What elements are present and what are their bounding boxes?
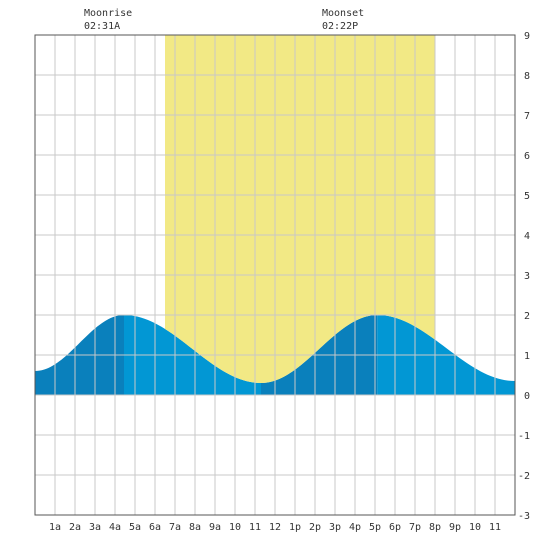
- moonrise-time: 02:31A: [84, 21, 120, 32]
- y-tick-label: 7: [524, 111, 530, 122]
- x-tick-label: 3a: [89, 522, 101, 533]
- plot-border: [34, 34, 516, 516]
- y-tick-label: -3: [518, 511, 530, 522]
- x-tick-label: 9p: [449, 522, 461, 533]
- x-tick-label: 1p: [289, 522, 301, 533]
- moonset-label: Moonset: [322, 8, 364, 19]
- y-tick-label: 3: [524, 271, 530, 282]
- x-tick-label: 5a: [129, 522, 141, 533]
- y-axis-ticks: 9 8 7 6 5 4 3 2 1 0 -1 -2 -3: [518, 31, 530, 522]
- x-tick-label: 8p: [429, 522, 441, 533]
- x-tick-label: 2p: [309, 522, 321, 533]
- x-tick-label: 8a: [189, 522, 201, 533]
- daylight-band: [165, 35, 435, 383]
- x-tick-label: 11: [489, 522, 501, 533]
- x-tick-label: 10: [229, 522, 241, 533]
- x-tick-label: 3p: [329, 522, 341, 533]
- y-tick-label: 2: [524, 311, 530, 322]
- y-tick-label: 0: [524, 391, 530, 402]
- daylight-region: [165, 35, 435, 383]
- grid: [35, 34, 515, 516]
- x-tick-label: 12: [269, 522, 281, 533]
- x-tick-label: 1a: [49, 522, 61, 533]
- y-tick-label: 4: [524, 231, 530, 242]
- y-tick-label: -2: [518, 471, 530, 482]
- moonrise-label: Moonrise: [84, 8, 132, 19]
- y-tick-label: 6: [524, 151, 530, 162]
- y-tick-label: 9: [524, 31, 530, 42]
- x-axis-ticks: 1a 2a 3a 4a 5a 6a 7a 8a 9a 10 11 12 1p 2p 3p 4p 5p 6p 7p 8p…: [49, 522, 501, 533]
- x-tick-label: 7a: [169, 522, 181, 533]
- x-tick-label: 10: [469, 522, 481, 533]
- x-tick-label: 7p: [409, 522, 421, 533]
- y-tick-label: 8: [524, 71, 530, 82]
- x-tick-label: 5p: [369, 522, 381, 533]
- x-tick-label: 4a: [109, 522, 121, 533]
- y-tick-label: 5: [524, 191, 530, 202]
- x-tick-label: 6a: [149, 522, 161, 533]
- x-tick-label: 4p: [349, 522, 361, 533]
- y-tick-label: -1: [518, 431, 530, 442]
- x-tick-label: 2a: [69, 522, 81, 533]
- x-tick-label: 9a: [209, 522, 221, 533]
- y-tick-label: 1: [524, 351, 530, 362]
- x-tick-label: 6p: [389, 522, 401, 533]
- moonset-time: 02:22P: [322, 21, 358, 32]
- x-tick-label: 11: [249, 522, 261, 533]
